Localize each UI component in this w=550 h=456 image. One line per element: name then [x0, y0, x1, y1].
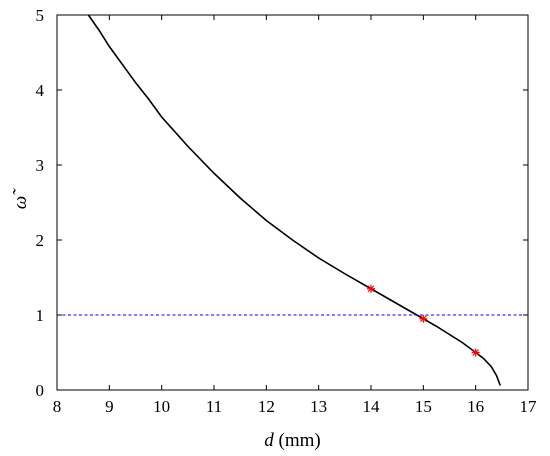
x-axis-label: d (mm) — [264, 430, 320, 451]
x-tick-label: 12 — [258, 397, 275, 416]
x-axis-label-symbol: d — [264, 430, 274, 451]
data-point-marker — [367, 284, 375, 293]
x-tick-label: 10 — [153, 397, 170, 416]
marker-layer — [367, 284, 480, 357]
data-point-marker — [419, 314, 428, 323]
y-tick-label: 5 — [36, 6, 45, 25]
y-axis-label: ω̃ — [10, 188, 31, 209]
x-tick-label: 14 — [363, 397, 381, 416]
y-tick-label: 2 — [36, 231, 45, 250]
y-tick-label: 4 — [36, 81, 45, 100]
y-tick-label: 3 — [36, 156, 45, 175]
x-tick-label: 15 — [415, 397, 432, 416]
y-tick-label: 1 — [36, 306, 45, 325]
x-tick-label: 17 — [520, 397, 538, 416]
series-layer — [57, 15, 528, 386]
x-tick-label: 11 — [206, 397, 222, 416]
x-tick-label: 16 — [467, 397, 484, 416]
x-tick-label: 13 — [310, 397, 327, 416]
series-line-1 — [87, 15, 502, 386]
axes-box — [56, 14, 529, 391]
x-axis-label-unit: (mm) — [274, 430, 321, 451]
data-point-marker — [471, 348, 480, 357]
y-tick-label: 0 — [36, 381, 45, 400]
x-tick-label: 8 — [53, 397, 62, 416]
axes-layer — [56, 14, 529, 391]
x-tick-label: 9 — [105, 397, 114, 416]
